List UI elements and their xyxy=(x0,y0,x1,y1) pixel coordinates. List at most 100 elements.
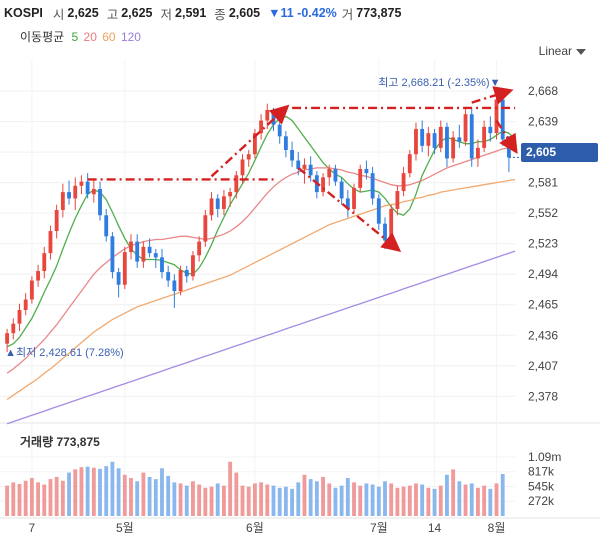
volume-tick-label: 272k xyxy=(528,494,555,508)
volume-value: 773,875 xyxy=(356,6,402,20)
candle-body xyxy=(110,236,115,273)
volume-bar xyxy=(203,487,208,516)
volume-bar xyxy=(283,486,288,516)
candle-body xyxy=(42,253,47,272)
candle-body xyxy=(29,280,34,300)
ma-legend-5[interactable]: 5 xyxy=(71,30,79,44)
volume-bar xyxy=(228,461,233,516)
volume-bar xyxy=(215,483,220,516)
volume-bar xyxy=(17,484,22,516)
volume-tick-label: 1.09m xyxy=(528,450,561,464)
trend-line xyxy=(495,119,518,155)
volume-bar xyxy=(116,468,121,516)
low-value: 2,591 xyxy=(175,6,207,20)
volume-bar xyxy=(178,483,183,516)
candle-body xyxy=(302,164,307,169)
candle-body xyxy=(129,241,133,253)
volume-bar xyxy=(184,485,189,516)
volume-tick-label: 817k xyxy=(528,465,555,479)
volume-bar xyxy=(445,474,449,516)
volume-bar xyxy=(358,485,363,516)
candle-body xyxy=(135,241,140,262)
ma-legend-120[interactable]: 120 xyxy=(120,30,141,44)
candle-body xyxy=(184,270,189,277)
candle-body xyxy=(259,120,264,134)
x-tick-label: 5월 xyxy=(116,521,134,535)
candle-body xyxy=(85,181,90,195)
open-value: 2,625 xyxy=(67,6,99,20)
candle-body xyxy=(482,126,487,148)
candle-body xyxy=(252,133,257,155)
trend-line xyxy=(210,104,290,178)
quote-header: KOSPI 시 2,625 고 2,625 저 2,591 종 2,605 ▼1… xyxy=(4,3,409,23)
volume-bar xyxy=(85,466,90,516)
candle-body xyxy=(178,270,183,292)
volume-bar xyxy=(147,476,152,516)
candle-body xyxy=(265,110,270,121)
volume-bar xyxy=(370,484,375,516)
price-tick-label: 2,523 xyxy=(528,237,558,251)
volume-bar xyxy=(172,482,177,516)
volume-bar xyxy=(383,481,387,516)
candle-body xyxy=(488,126,493,134)
volume-bar xyxy=(494,483,499,516)
volume-bar xyxy=(265,484,270,516)
candle-body xyxy=(364,168,369,174)
price-tick-label: 2,494 xyxy=(528,267,558,281)
volume-bar xyxy=(414,483,418,516)
price-tick-label: 2,581 xyxy=(528,176,558,190)
volume-bar xyxy=(191,481,195,516)
candle-body xyxy=(73,185,78,199)
candle-body xyxy=(54,210,59,232)
volume-tick-label: 545k xyxy=(528,479,555,493)
x-tick-label: 7 xyxy=(29,521,36,535)
candle-body xyxy=(469,114,474,159)
candle-body xyxy=(246,154,251,160)
volume-title: 거래량 773,875 xyxy=(20,435,100,449)
candle-body xyxy=(290,150,294,161)
scale-mode-select[interactable]: Linear xyxy=(539,44,586,58)
volume-bar xyxy=(160,468,164,516)
candle-body xyxy=(271,110,276,125)
candle-body xyxy=(426,133,431,146)
candle-body xyxy=(345,198,350,209)
volume-bar xyxy=(67,472,71,516)
volume-bar xyxy=(5,485,10,516)
candle-body xyxy=(414,128,418,155)
candle-body xyxy=(438,126,443,148)
volume-bar xyxy=(79,467,84,516)
volume-bar xyxy=(314,481,319,516)
candle-body xyxy=(476,147,480,159)
volume-bar xyxy=(395,487,400,516)
candle-body xyxy=(141,246,146,262)
candle-body xyxy=(11,323,16,334)
price-tick-label: 2,465 xyxy=(528,298,558,312)
volume-bar xyxy=(271,485,276,516)
volume-bar xyxy=(376,486,381,516)
volume-bar xyxy=(352,482,356,516)
ma-legend-60[interactable]: 60 xyxy=(102,30,116,44)
index-name: KOSPI xyxy=(4,6,43,20)
volume-bar xyxy=(451,469,456,516)
volume-bar xyxy=(401,486,406,516)
max-price-annotation: 최고 2,668.21 (-2.35%)▼ xyxy=(378,76,500,89)
x-tick-label: 14 xyxy=(428,521,442,535)
volume-label: 거 xyxy=(341,7,354,22)
ma-20-line xyxy=(6,146,516,374)
volume-bar xyxy=(122,474,127,516)
candle-body xyxy=(296,160,301,169)
volume-bar xyxy=(29,478,34,516)
candle-body xyxy=(222,196,226,209)
ma-120-line xyxy=(6,250,516,425)
volume-bar xyxy=(420,484,425,516)
ma-legend-20[interactable]: 20 xyxy=(83,30,97,44)
volume-bar xyxy=(54,476,59,516)
candle-body xyxy=(500,99,505,140)
trend-line xyxy=(297,166,402,252)
candle-body xyxy=(234,175,239,193)
candle-body xyxy=(376,198,381,224)
price-tick-label: 2,552 xyxy=(528,206,558,220)
volume-bar xyxy=(407,485,412,516)
volume-bar xyxy=(73,469,78,516)
